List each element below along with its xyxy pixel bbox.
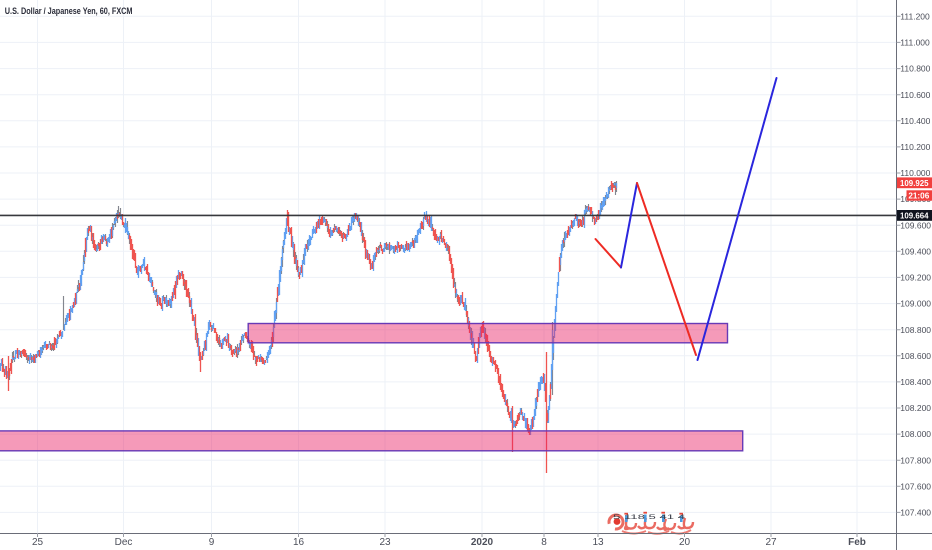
- svg-text:21:06: 21:06: [908, 192, 929, 201]
- svg-text:110.600: 110.600: [900, 90, 930, 100]
- svg-text:108.800: 108.800: [900, 325, 931, 335]
- svg-text:109.000: 109.000: [900, 299, 931, 309]
- svg-text:8: 8: [541, 537, 547, 548]
- svg-text:9: 9: [209, 537, 215, 548]
- svg-text:16: 16: [293, 537, 305, 548]
- svg-text:U.S. Dollar / Japanese Yen, 60: U.S. Dollar / Japanese Yen, 60, FXCM: [5, 6, 133, 16]
- svg-text:111.000: 111.000: [900, 38, 930, 48]
- svg-text:109.600: 109.600: [900, 220, 931, 230]
- svg-text:110.800: 110.800: [900, 64, 930, 74]
- svg-text:5 118 5 41 4: 5 118 5 41 4: [613, 514, 685, 521]
- svg-text:23: 23: [379, 537, 391, 548]
- svg-text:27: 27: [765, 537, 777, 548]
- svg-text:109.664: 109.664: [900, 212, 929, 221]
- svg-text:108.000: 108.000: [900, 429, 931, 439]
- svg-text:Feb: Feb: [848, 537, 866, 548]
- svg-text:107.400: 107.400: [900, 508, 931, 518]
- svg-text:107.800: 107.800: [900, 455, 931, 465]
- svg-text:13: 13: [592, 537, 604, 548]
- svg-text:110.400: 110.400: [900, 116, 930, 126]
- svg-text:107.600: 107.600: [900, 481, 931, 491]
- svg-text:110.200: 110.200: [900, 142, 930, 152]
- svg-text:25: 25: [32, 537, 44, 548]
- svg-text:Dec: Dec: [115, 537, 133, 548]
- svg-text:2020: 2020: [471, 537, 494, 548]
- svg-text:20: 20: [679, 537, 691, 548]
- svg-text:109.200: 109.200: [900, 273, 931, 283]
- svg-text:108.600: 108.600: [900, 351, 931, 361]
- svg-text:109.400: 109.400: [900, 246, 931, 256]
- svg-text:111.200: 111.200: [900, 11, 930, 21]
- svg-text:108.200: 108.200: [900, 403, 931, 413]
- svg-text:109.925: 109.925: [900, 179, 929, 188]
- svg-text:108.400: 108.400: [900, 377, 931, 387]
- svg-text:110.000: 110.000: [900, 168, 930, 178]
